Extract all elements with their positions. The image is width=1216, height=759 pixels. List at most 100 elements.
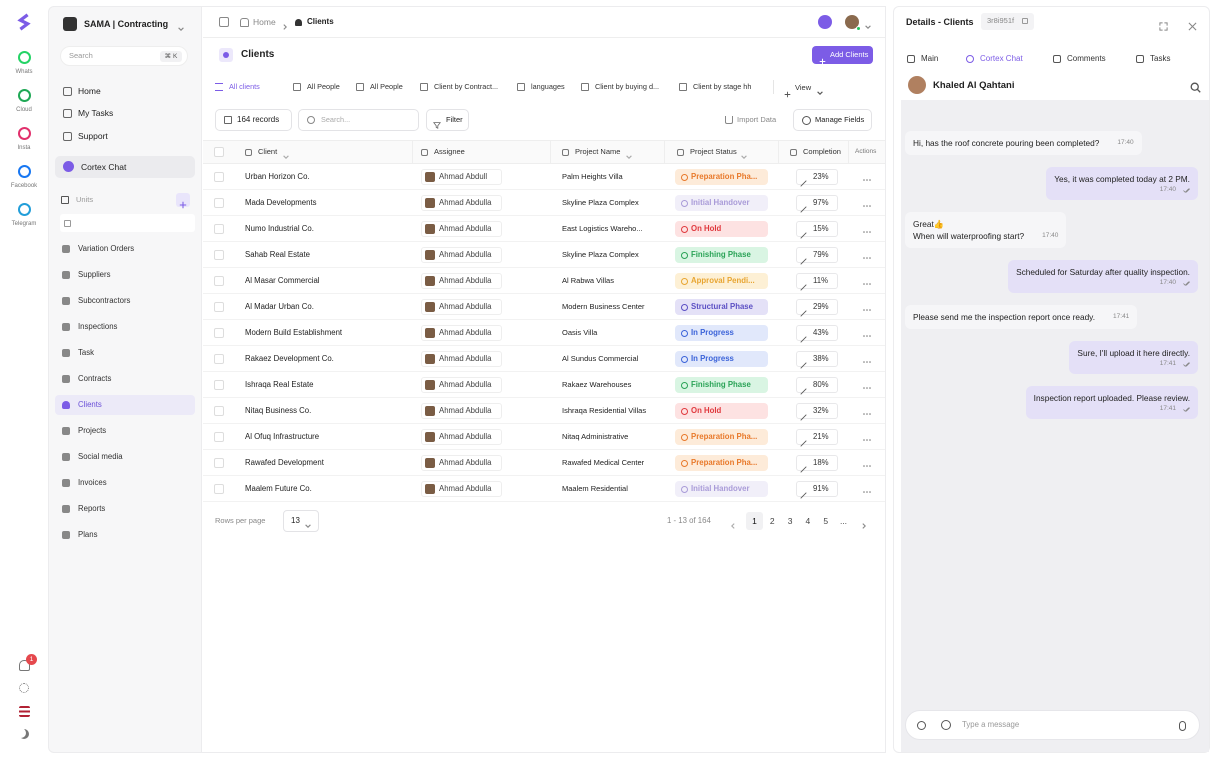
nav-item[interactable]: My Tasks bbox=[78, 108, 114, 118]
search-box[interactable] bbox=[60, 46, 188, 66]
rail-app-label[interactable]: Telegram bbox=[11, 221, 37, 227]
import-data[interactable]: Import Data bbox=[737, 115, 777, 124]
view-tab[interactable]: languages bbox=[531, 82, 565, 91]
row-actions[interactable] bbox=[862, 302, 872, 312]
column-header[interactable]: Client bbox=[258, 147, 278, 156]
table-row[interactable] bbox=[203, 164, 885, 190]
search-icon-glyph bbox=[1190, 82, 1201, 93]
table-row[interactable] bbox=[203, 242, 885, 268]
row-actions[interactable] bbox=[862, 380, 872, 390]
breadcrumb[interactable]: Home bbox=[253, 17, 276, 27]
table-row[interactable] bbox=[203, 398, 885, 424]
table-row[interactable] bbox=[203, 476, 885, 502]
table-row[interactable] bbox=[203, 320, 885, 346]
page-number[interactable]: ... bbox=[839, 516, 848, 526]
row-actions[interactable] bbox=[862, 458, 872, 468]
page-number[interactable]: 2 bbox=[769, 516, 775, 526]
row-actions[interactable] bbox=[862, 198, 872, 208]
notification-badge[interactable]: 1 bbox=[26, 654, 37, 665]
nav-item[interactable]: Reports bbox=[78, 504, 106, 513]
nav-item[interactable]: Support bbox=[78, 131, 108, 141]
status-label: Finishing Phase bbox=[691, 380, 751, 389]
toolbar-button[interactable] bbox=[793, 109, 872, 131]
rail-app-label[interactable]: Insta bbox=[17, 145, 31, 151]
table-row[interactable] bbox=[203, 424, 885, 450]
detail-tab[interactable]: Comments bbox=[1067, 54, 1106, 63]
message-input[interactable] bbox=[905, 710, 1200, 740]
column-header[interactable]: Project Name bbox=[575, 147, 621, 156]
client-name: Modern Build Establishment bbox=[245, 328, 343, 337]
client-name: Rawafed Development bbox=[245, 458, 324, 467]
column-header[interactable]: Actions bbox=[855, 148, 877, 155]
table-row[interactable] bbox=[203, 268, 885, 294]
row-actions[interactable] bbox=[862, 406, 872, 416]
view-tab[interactable]: Client by Contract... bbox=[434, 82, 499, 91]
nav-item[interactable]: Task bbox=[78, 348, 95, 357]
view-tab[interactable]: Client by stage hh bbox=[693, 82, 752, 91]
rail-app-label[interactable]: Cloud bbox=[16, 107, 32, 113]
cortex-item[interactable] bbox=[55, 156, 195, 178]
view-tab[interactable]: All People bbox=[307, 82, 340, 91]
row-actions[interactable] bbox=[862, 484, 872, 494]
row-actions[interactable] bbox=[862, 432, 872, 442]
row-actions[interactable] bbox=[862, 250, 872, 260]
icon bbox=[294, 18, 302, 26]
detail-tab[interactable]: Main bbox=[921, 54, 939, 63]
detail-tab[interactable]: Tasks bbox=[1150, 54, 1171, 63]
table-row[interactable] bbox=[203, 190, 885, 216]
view-tab[interactable]: All People bbox=[370, 82, 403, 91]
view-tab[interactable]: Client by buying d... bbox=[595, 82, 660, 91]
row-actions[interactable] bbox=[862, 276, 872, 286]
nav-item[interactable]: Suppliers bbox=[78, 270, 111, 279]
view-tab[interactable]: All clients bbox=[229, 82, 260, 91]
status-pill bbox=[675, 195, 768, 211]
column-header[interactable]: Assignee bbox=[434, 147, 465, 156]
table-row[interactable] bbox=[203, 216, 885, 242]
page-number[interactable]: 4 bbox=[805, 516, 811, 526]
nav-item[interactable]: Projects bbox=[78, 426, 107, 435]
percent-icon bbox=[799, 174, 807, 187]
table-row[interactable] bbox=[203, 294, 885, 320]
rows-per-page-select[interactable] bbox=[283, 510, 319, 532]
page-number[interactable]: 5 bbox=[823, 516, 829, 526]
nav-item[interactable]: Subcontractors bbox=[78, 296, 131, 305]
add-button[interactable] bbox=[812, 46, 873, 64]
status-pill bbox=[675, 169, 768, 185]
nav-item[interactable]: Inspections bbox=[78, 322, 118, 331]
column-header[interactable]: Completion bbox=[803, 147, 841, 156]
detail-tab[interactable]: Cortex Chat bbox=[980, 54, 1023, 63]
table-row[interactable] bbox=[203, 450, 885, 476]
table-row[interactable] bbox=[203, 346, 885, 372]
row-actions[interactable] bbox=[862, 354, 872, 364]
completion-value: 18% bbox=[813, 458, 829, 467]
workspace-name[interactable]: SAMA | Contracting bbox=[84, 19, 169, 29]
nav-item[interactable]: Invoices bbox=[78, 478, 107, 487]
completion-chip bbox=[796, 455, 838, 471]
row-actions[interactable] bbox=[862, 172, 872, 182]
add-view[interactable]: View bbox=[795, 83, 812, 92]
column-header[interactable]: Project Status bbox=[690, 147, 737, 156]
nav-item[interactable]: Plans bbox=[78, 530, 98, 539]
page-number[interactable]: 1 bbox=[752, 516, 757, 526]
toolbar-button[interactable] bbox=[215, 109, 292, 131]
table-row[interactable] bbox=[203, 372, 885, 398]
read-receipt bbox=[1183, 360, 1192, 369]
icon bbox=[62, 531, 70, 539]
chat-message: Great👍 When will waterproofing start? 17:… bbox=[905, 212, 1067, 248]
toolbar-button[interactable] bbox=[298, 109, 419, 131]
page-number[interactable]: 3 bbox=[787, 516, 793, 526]
nav-item[interactable]: Home bbox=[78, 86, 101, 96]
page-range: 1 - 13 of 164 bbox=[667, 516, 711, 525]
rail-app-label[interactable]: Whats bbox=[15, 69, 33, 75]
completion-value: 91% bbox=[813, 484, 829, 493]
nav-item[interactable]: Contracts bbox=[78, 374, 112, 383]
nav-item[interactable]: Clients bbox=[78, 400, 102, 409]
nav-item[interactable]: Social media bbox=[78, 452, 123, 461]
icon bbox=[1022, 18, 1028, 24]
nav-item[interactable]: Variation Orders bbox=[78, 244, 135, 253]
row-actions[interactable] bbox=[862, 224, 872, 234]
toolbar-button[interactable] bbox=[426, 109, 469, 131]
row-actions[interactable] bbox=[862, 328, 872, 338]
rail-app-label[interactable]: Facebook bbox=[10, 183, 38, 189]
units-add[interactable] bbox=[176, 193, 190, 207]
